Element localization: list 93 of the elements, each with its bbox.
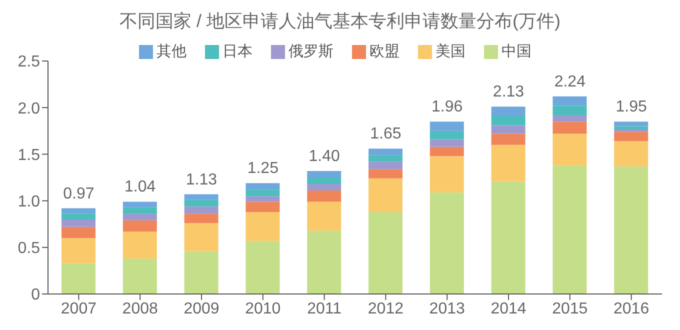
bar — [491, 134, 526, 145]
bar — [430, 139, 464, 147]
legend-label: 中国 — [500, 42, 532, 61]
bar — [307, 178, 342, 184]
bar — [122, 220, 157, 232]
x-tick-label: 2016 — [614, 300, 650, 318]
legend-label: 日本 — [222, 42, 252, 61]
bar — [430, 156, 464, 192]
legend-label: 俄罗斯 — [288, 42, 334, 61]
bar — [184, 194, 218, 200]
bar — [246, 202, 280, 212]
x-tick-label: 2014 — [490, 300, 526, 318]
bar — [614, 166, 648, 294]
x-tick-label: 2011 — [307, 300, 342, 318]
bar — [491, 106, 526, 116]
x-tick-label: 2012 — [368, 300, 404, 318]
bar — [552, 165, 587, 294]
x-tick-label: 2015 — [552, 300, 588, 318]
bar — [552, 96, 587, 106]
annotation: 1.40 — [308, 148, 340, 165]
bar — [246, 190, 280, 196]
x-tick-label: 2008 — [122, 300, 158, 318]
bar — [62, 219, 96, 227]
bar — [552, 106, 587, 116]
bar — [491, 116, 526, 126]
bar — [430, 130, 464, 140]
bar — [491, 125, 526, 134]
bar — [614, 122, 648, 126]
bar — [307, 184, 342, 191]
y-tick-label: 0 — [31, 286, 40, 304]
bar — [368, 148, 403, 156]
bar — [307, 190, 342, 202]
legend-label: 美国 — [434, 42, 466, 61]
bar — [246, 183, 280, 190]
bar — [184, 200, 218, 206]
bar — [430, 146, 464, 156]
legend-label: 欧盟 — [368, 42, 400, 61]
annotation: 1.95 — [616, 98, 647, 116]
annotation: 1.65 — [370, 126, 402, 143]
annotation: 2.13 — [492, 84, 524, 101]
annotation: 1.25 — [247, 160, 279, 178]
y-tick-label: 2.0 — [18, 100, 40, 118]
bar — [122, 214, 157, 220]
bar — [246, 240, 280, 294]
x-tick-label: 2009 — [184, 300, 220, 318]
x-tick-label: 2010 — [245, 300, 281, 318]
bar — [368, 162, 403, 170]
bar — [614, 129, 648, 132]
bar — [614, 141, 648, 166]
bar — [184, 206, 218, 214]
bar — [122, 202, 157, 208]
annotation: 1.96 — [432, 98, 463, 116]
bar — [246, 196, 280, 202]
bar — [552, 115, 587, 122]
x-tick-label: 2013 — [429, 300, 465, 318]
bar — [552, 134, 587, 166]
annotation: 2.24 — [554, 73, 586, 90]
bar — [62, 214, 96, 220]
bar — [307, 202, 342, 231]
bar — [491, 181, 526, 294]
bar — [246, 212, 280, 241]
chart-title: 不同国家 / 地区申请人油气基本专利申请数量分布(万件) — [118, 10, 562, 33]
bar — [430, 192, 464, 294]
y-tick-label: 1.5 — [18, 146, 40, 164]
bar — [184, 223, 218, 252]
bar — [552, 122, 587, 134]
bar — [368, 212, 403, 294]
annotation: 0.97 — [63, 185, 94, 202]
bar — [184, 214, 218, 224]
y-tick-label: 2.5 — [18, 54, 40, 71]
bar — [62, 226, 96, 238]
bar — [614, 126, 648, 130]
bar — [491, 144, 526, 182]
x-tick-label: 2007 — [60, 300, 97, 318]
bar — [307, 230, 342, 294]
bar — [430, 122, 464, 131]
bar — [184, 251, 218, 294]
bar — [307, 170, 342, 178]
bar — [62, 263, 96, 294]
bar — [122, 207, 157, 214]
y-tick-label: 1.0 — [18, 193, 40, 210]
y-tick-label: 0.5 — [18, 240, 40, 258]
bar — [368, 178, 403, 212]
bar — [368, 169, 403, 178]
annotation: 1.13 — [186, 171, 218, 188]
bar — [122, 258, 157, 294]
legend-label: 其他 — [156, 42, 186, 61]
annotation: 1.04 — [124, 178, 156, 196]
bar — [62, 208, 96, 214]
bar — [122, 232, 157, 259]
bar — [614, 132, 648, 142]
bar — [62, 238, 96, 264]
bar — [368, 155, 403, 162]
